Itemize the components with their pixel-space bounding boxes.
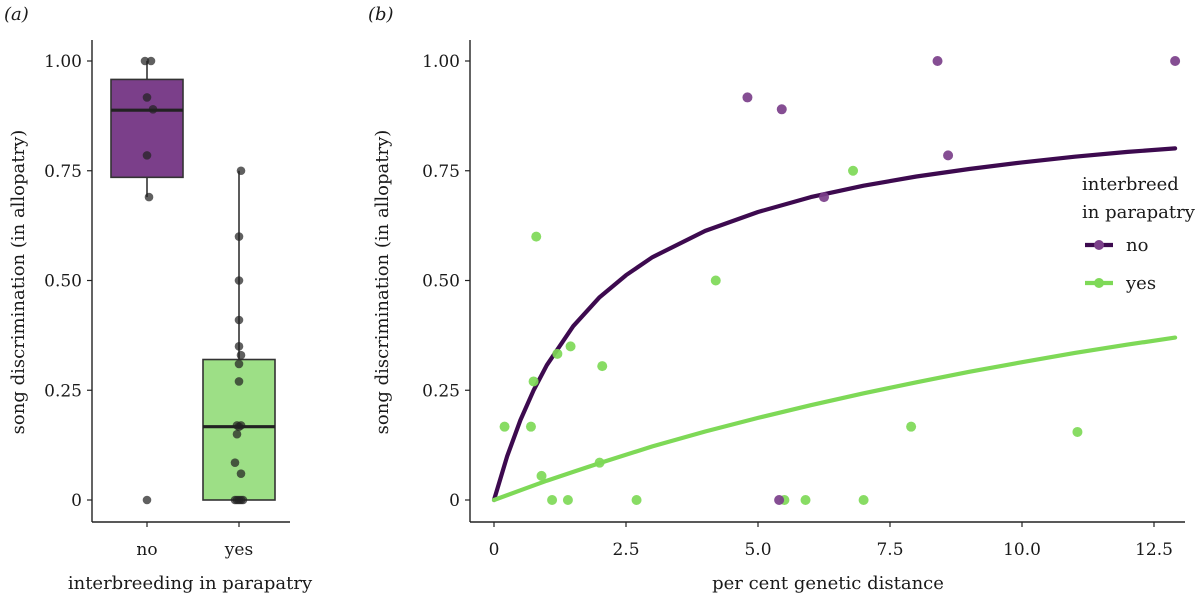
legend: interbreed in parapatry no yes	[1082, 174, 1196, 294]
panel-a-boxplot: 0 0.25 0.50 0.75 1.00 no yes interbreeding in…	[8, 40, 313, 594]
panel-b-x-ticks: 0 2.5 5.0 7.5 10.0 12.5	[489, 522, 1173, 560]
panel-a-y-tick-label: 0.75	[44, 162, 82, 182]
panel-a-y-tick-label: 0.50	[44, 272, 82, 292]
panel-b-point-no	[774, 495, 785, 505]
legend-items: no yes	[1085, 235, 1156, 294]
panel-a-point	[234, 232, 244, 241]
panel-a-point	[142, 93, 152, 102]
legend-title-line2: in parapatry	[1082, 202, 1196, 223]
panel-b-x-tick-label: 2.5	[612, 540, 639, 560]
panel-b-point-yes	[631, 495, 642, 505]
legend-label-no: no	[1126, 235, 1148, 256]
panel-b-scatter: 0 0.25 0.50 0.75 1.00 0 2.5 5.0 7.5 10.0 12.5 per…	[372, 40, 1185, 594]
panel-b-point-yes	[499, 421, 510, 432]
panel-b-x-tick-label: 10.0	[1003, 540, 1041, 560]
panel-b-point-no	[819, 192, 829, 203]
panel-a-y-tick-label: 0.25	[44, 381, 82, 401]
panel-a-x-ticks: no yes	[136, 522, 253, 560]
panel-a-point	[238, 495, 248, 505]
panel-b-y-tick-label: 0.25	[422, 381, 460, 401]
panel-b-point-no	[776, 104, 787, 115]
panel-a-point	[236, 469, 246, 478]
legend-key-point-no	[1094, 240, 1104, 250]
panel-b-point-yes	[858, 495, 869, 505]
panel-b-x-axis-title: per cent genetic distance	[712, 573, 944, 594]
panel-a-point	[232, 495, 242, 505]
panel-b-point-yes	[848, 165, 859, 176]
panel-a-point	[234, 315, 244, 325]
panel-b-fit-curves	[491, 146, 1178, 503]
panel-b-point-yes	[1072, 426, 1083, 437]
panel-a-point	[232, 429, 242, 439]
panel-a-point	[144, 192, 154, 202]
panel-b-y-ticks: 0 0.25 0.50 0.75 1.00	[422, 52, 470, 511]
panel-b-point-yes	[800, 495, 811, 505]
panel-b-axes	[469, 40, 1185, 523]
panel-a-point	[234, 422, 244, 431]
panel-b-point-yes	[547, 495, 558, 505]
legend-label-yes: yes	[1125, 273, 1156, 294]
panel-a-point	[234, 342, 244, 351]
panel-b-point-yes	[562, 495, 573, 505]
panel-b-point-no	[932, 56, 943, 66]
panel-b-x-tick-label: 0	[489, 540, 500, 560]
panel-a-x-tick-label: no	[136, 540, 157, 560]
panel-a-boxes	[110, 61, 276, 501]
panel-b-point-no	[943, 150, 954, 161]
panel-b-y-tick-label: 0.50	[422, 272, 460, 292]
legend-key-point-yes	[1094, 278, 1104, 288]
panel-b-label: (b)	[368, 4, 394, 25]
panel-b-point-yes	[906, 421, 917, 432]
panel-b-point-yes	[531, 231, 542, 242]
panel-a-point	[142, 495, 152, 505]
panel-a-point	[230, 458, 240, 467]
panel-a-x-tick-label: yes	[224, 540, 253, 560]
panel-b-point-yes	[710, 275, 721, 286]
panel-a-point	[142, 151, 152, 160]
panel-a-y-ticks: 0 0.25 0.50 0.75 1.00	[44, 52, 92, 511]
panel-a-y-axis-title: song discrimination (in allopatry)	[8, 130, 29, 435]
panel-a-y-tick-label: 0	[71, 491, 82, 511]
panel-b-point-yes	[565, 341, 576, 352]
panel-b-y-tick-label: 0.75	[422, 162, 460, 182]
panel-b-point-yes	[525, 421, 536, 432]
panel-a-point	[140, 56, 150, 66]
panel-b-point-yes	[528, 376, 539, 387]
legend-title-line1: interbreed	[1082, 174, 1179, 195]
panel-a-point	[148, 104, 158, 114]
panel-a-point	[234, 377, 244, 386]
panel-b-point-no	[742, 92, 753, 103]
panel-b-y-tick-label: 1.00	[422, 52, 460, 72]
panel-a-point	[236, 350, 246, 360]
panel-a-y-tick-label: 1.00	[44, 52, 82, 72]
panel-b-y-axis-title: song discrimination (in allopatry)	[372, 130, 393, 435]
panel-b-y-tick-label: 0	[449, 491, 460, 511]
panel-b-fit-curve-yes	[491, 335, 1178, 503]
panel-b-x-tick-label: 12.5	[1135, 540, 1173, 560]
panel-b-point-yes	[552, 348, 563, 359]
panel-a-point	[146, 56, 156, 66]
panel-b-point-yes	[594, 457, 605, 468]
panel-a-point	[236, 166, 246, 176]
panel-b-point-yes	[536, 470, 547, 481]
panel-a-points	[140, 56, 248, 505]
panel-b-x-tick-label: 7.5	[876, 540, 903, 560]
panel-b-points	[499, 56, 1181, 505]
panel-a-point	[234, 359, 244, 369]
panel-b-fit-curve-no	[491, 146, 1178, 503]
panel-a-point	[234, 276, 244, 285]
panel-b-point-no	[1170, 56, 1181, 66]
panel-a-label: (a)	[4, 4, 29, 25]
panel-a-x-axis-title: interbreeding in parapatry	[68, 573, 313, 594]
panel-b-point-yes	[597, 361, 608, 372]
panel-b-x-tick-label: 5.0	[744, 540, 771, 560]
